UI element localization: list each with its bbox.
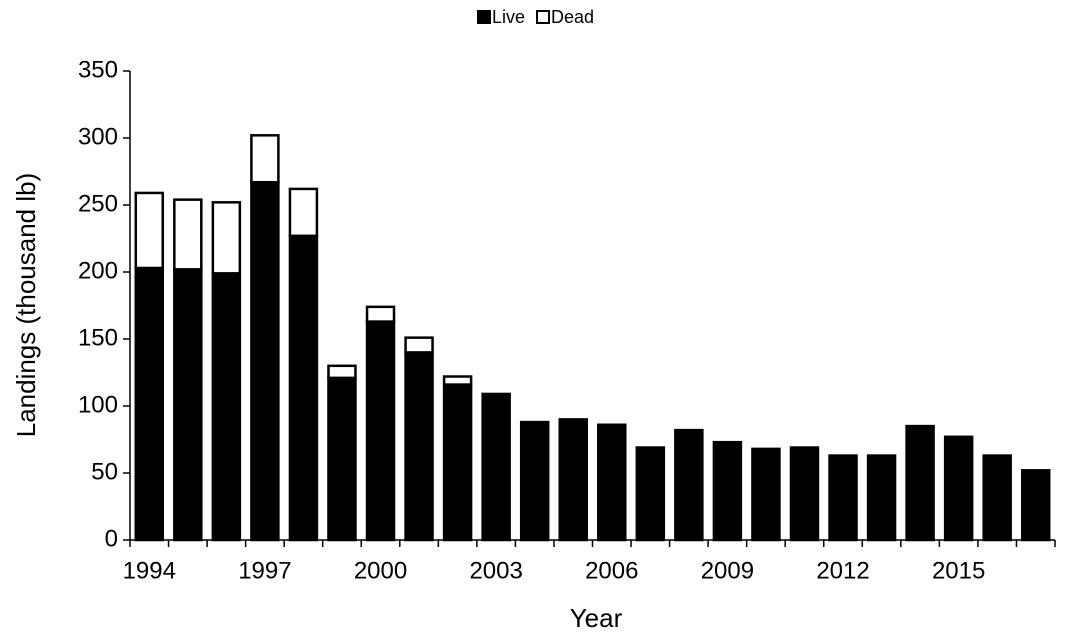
bar-segment [250, 180, 280, 542]
y-axis-title: Landings (thousand lb) [11, 173, 41, 438]
bar-segment [635, 446, 666, 542]
bar-segment [365, 320, 396, 542]
bar-segment [519, 420, 550, 542]
bar-segment [442, 375, 473, 386]
bar-segment [905, 424, 935, 542]
x-tick-label: 2012 [816, 557, 869, 584]
x-tick-label: 1997 [238, 557, 291, 584]
bar-segment [481, 392, 511, 542]
x-tick-label: 2006 [585, 557, 638, 584]
bar-segment [288, 187, 319, 238]
legend-swatch [536, 10, 551, 24]
y-tick-label: 350 [78, 56, 118, 83]
y-tick-label: 200 [78, 257, 118, 284]
bar-segment [404, 351, 434, 542]
bar-segment [674, 428, 704, 542]
bar-segment [1020, 469, 1051, 542]
y-tick-label: 50 [91, 458, 118, 485]
bar-segment [211, 272, 242, 542]
bar-segment [211, 201, 242, 275]
bar-segment [404, 336, 434, 354]
legend-label: Live [492, 7, 525, 27]
bar-segment [751, 447, 781, 542]
x-tick-label: 2015 [932, 557, 985, 584]
bar-segment [288, 234, 319, 542]
x-tick-label: 1994 [123, 557, 176, 584]
legend-label: Dead [551, 7, 594, 27]
y-tick-label: 250 [78, 190, 118, 217]
x-tick-label: 2009 [701, 557, 754, 584]
bar-segment [982, 454, 1012, 542]
bar-segment [134, 191, 165, 270]
bar-segment [712, 440, 743, 542]
y-tick-label: 0 [105, 525, 118, 552]
bar-segment [866, 454, 897, 542]
bar-segment [365, 305, 396, 323]
bar-segment [597, 423, 627, 542]
bar-segment [327, 364, 357, 380]
bar-segment [558, 418, 588, 542]
bar-segment [828, 454, 858, 542]
y-tick-label: 100 [78, 391, 118, 418]
x-axis-title: Year [570, 603, 623, 633]
x-tick-label: 2003 [469, 557, 522, 584]
legend-swatch [477, 10, 491, 24]
bar-segment [134, 266, 165, 542]
bar-segment [442, 383, 473, 542]
bar-segment [789, 446, 820, 542]
bar-segment [173, 198, 203, 271]
y-tick-label: 150 [78, 324, 118, 351]
bar-segment [327, 376, 357, 542]
bar-segment [943, 435, 974, 542]
bar-segment [250, 134, 280, 184]
bar-segment [173, 268, 203, 542]
y-tick-label: 300 [78, 123, 118, 150]
x-tick-label: 2000 [354, 557, 407, 584]
